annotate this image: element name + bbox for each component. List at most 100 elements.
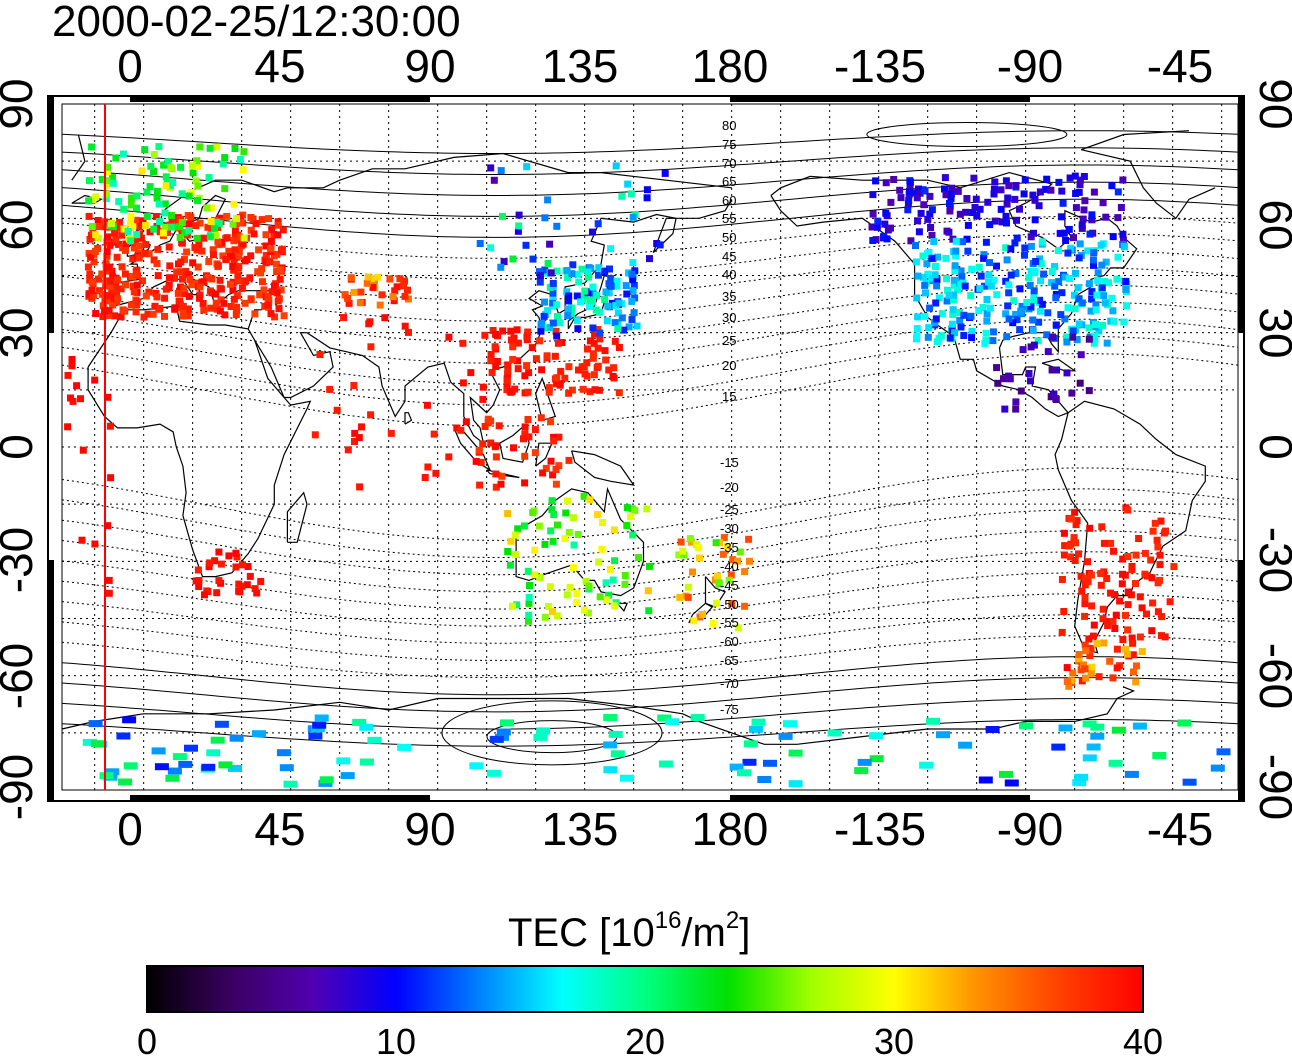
tec-cell: [166, 262, 174, 270]
tec-cell: [238, 582, 246, 590]
tec-cell: [523, 333, 531, 341]
tec-cell: [622, 282, 630, 290]
tec-cell: [623, 504, 631, 512]
tec-cell: [509, 255, 517, 263]
tec-cell: [88, 286, 96, 294]
tec-cell: [194, 263, 202, 271]
tec-cell: [1113, 275, 1121, 283]
tec-cell: [1110, 547, 1117, 555]
tec-cell: [525, 617, 532, 625]
tec-cell: [912, 242, 919, 249]
tec-cell: [1002, 277, 1010, 285]
tec-cell: [171, 305, 179, 313]
tec-cell: [627, 513, 635, 521]
tec-cell: [521, 372, 529, 380]
tec-cell: [487, 351, 495, 358]
contour-label: 35: [722, 289, 736, 304]
tec-cell: [986, 259, 993, 267]
tec-cell: [935, 335, 943, 343]
tec-cell: [1147, 556, 1155, 564]
tec-cell: [609, 373, 617, 380]
tec-cell: [208, 289, 216, 297]
tec-cell: [573, 599, 581, 606]
coastline: [71, 130, 1216, 220]
tec-cell: [233, 303, 241, 311]
coastline: [616, 602, 629, 613]
tec-cell: [1072, 204, 1080, 212]
contour-label: -50: [720, 597, 739, 612]
tec-cell: [788, 749, 803, 757]
tec-cell: [944, 286, 951, 294]
tec-cell: [268, 226, 276, 234]
tec-cell: [122, 281, 130, 289]
tec-cell: [179, 306, 187, 314]
tec-cell: [400, 282, 408, 290]
tec-cell: [566, 583, 574, 591]
tec-cell: [481, 423, 489, 430]
tec-cell: [185, 292, 193, 300]
tec-cell: [945, 228, 953, 236]
tec-cell: [1110, 317, 1118, 325]
tec-cell: [979, 304, 987, 311]
tec-cell: [712, 539, 720, 547]
tec-cell: [926, 210, 934, 218]
top-lon-tick: 0: [117, 40, 143, 92]
bottom-lon-tick: 135: [542, 803, 619, 855]
magnetic-contour: [61, 572, 1239, 627]
tec-cell: [137, 234, 145, 242]
magnetic-contour: [61, 530, 1239, 593]
tec-cell: [507, 327, 515, 335]
tec-cell: [1066, 174, 1074, 182]
tec-cell: [533, 733, 548, 741]
tec-cell: [246, 274, 254, 282]
tec-cell: [476, 481, 484, 489]
tec-cell: [525, 593, 533, 601]
contour-label: -75: [720, 702, 739, 717]
tec-cell: [757, 776, 772, 783]
tec-cell: [950, 281, 958, 289]
tec-cell: [598, 545, 606, 553]
tec-cell: [618, 314, 626, 322]
tec-cell: [209, 246, 217, 254]
tec-cell: [116, 732, 131, 740]
contour-label: -30: [720, 521, 739, 536]
magnetic-contour: [866, 121, 1068, 147]
tec-cell: [827, 729, 842, 737]
tec-cell: [459, 379, 467, 387]
tec-cell: [1154, 608, 1162, 616]
tec-cell: [1058, 289, 1066, 297]
tec-cell: [993, 291, 1001, 299]
tec-cell: [115, 198, 123, 206]
tec-cell: [1037, 277, 1044, 285]
tec-cell: [283, 780, 298, 788]
tec-cell: [230, 295, 238, 303]
tec-cell: [200, 306, 208, 314]
tec-cell: [367, 736, 382, 744]
tec-cell: [515, 222, 523, 230]
tec-cell: [142, 222, 149, 229]
tec-cell: [229, 734, 244, 742]
frame-band: [48, 96, 54, 333]
tec-cell: [219, 252, 227, 260]
tec-cell: [644, 587, 652, 595]
tec-cell: [341, 291, 349, 299]
tec-cell: [553, 267, 561, 275]
tec-cell: [950, 296, 957, 304]
tec-cell: [1132, 580, 1139, 587]
tec-cell: [235, 252, 243, 260]
tec-cell: [351, 438, 358, 445]
tec-cell: [236, 156, 244, 163]
tec-cell: [205, 563, 213, 571]
tec-cell: [1149, 599, 1157, 607]
contour-label: 60: [722, 193, 736, 208]
tec-cell: [553, 612, 561, 620]
tec-cell: [1077, 572, 1085, 580]
tec-cell: [211, 224, 219, 232]
tec-cell: [969, 209, 977, 216]
tec-cell: [525, 611, 533, 619]
tec-cell: [956, 316, 964, 324]
tec-cell: [547, 269, 555, 277]
tec-cell: [128, 273, 136, 281]
tec-cell: [958, 273, 966, 280]
tec-cell: [1027, 303, 1035, 311]
